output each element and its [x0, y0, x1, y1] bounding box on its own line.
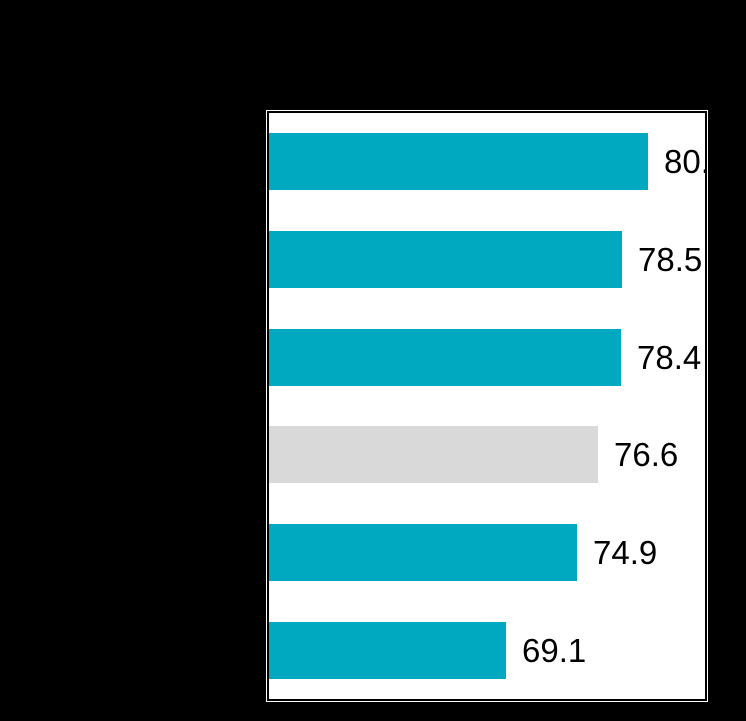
bar-group: 80.6 78.5 78.4 76.6 74.9 69.1: [269, 113, 705, 699]
bar-row: 80.6: [269, 113, 705, 211]
bar: [269, 524, 577, 582]
bar-value-label: 80.6: [664, 143, 705, 181]
bar-value-label: 76.6: [614, 436, 679, 474]
bar: [269, 426, 598, 484]
bar-row: 69.1: [269, 601, 705, 699]
bar: [269, 328, 621, 386]
bar: [269, 621, 506, 679]
bar-value-label: 78.5: [638, 241, 703, 278]
bar: [269, 231, 622, 288]
bar-row: 78.5: [269, 211, 705, 309]
bar: [269, 133, 648, 191]
bar-row: 76.6: [269, 406, 705, 504]
bar-row: 74.9: [269, 504, 705, 602]
bar-row: 78.4: [269, 308, 705, 406]
bar-value-label: 69.1: [522, 631, 587, 669]
plot-area: 80.6 78.5 78.4 76.6 74.9 69.1: [267, 111, 707, 701]
bar-value-label: 78.4: [637, 338, 702, 376]
bar-value-label: 74.9: [593, 534, 658, 572]
